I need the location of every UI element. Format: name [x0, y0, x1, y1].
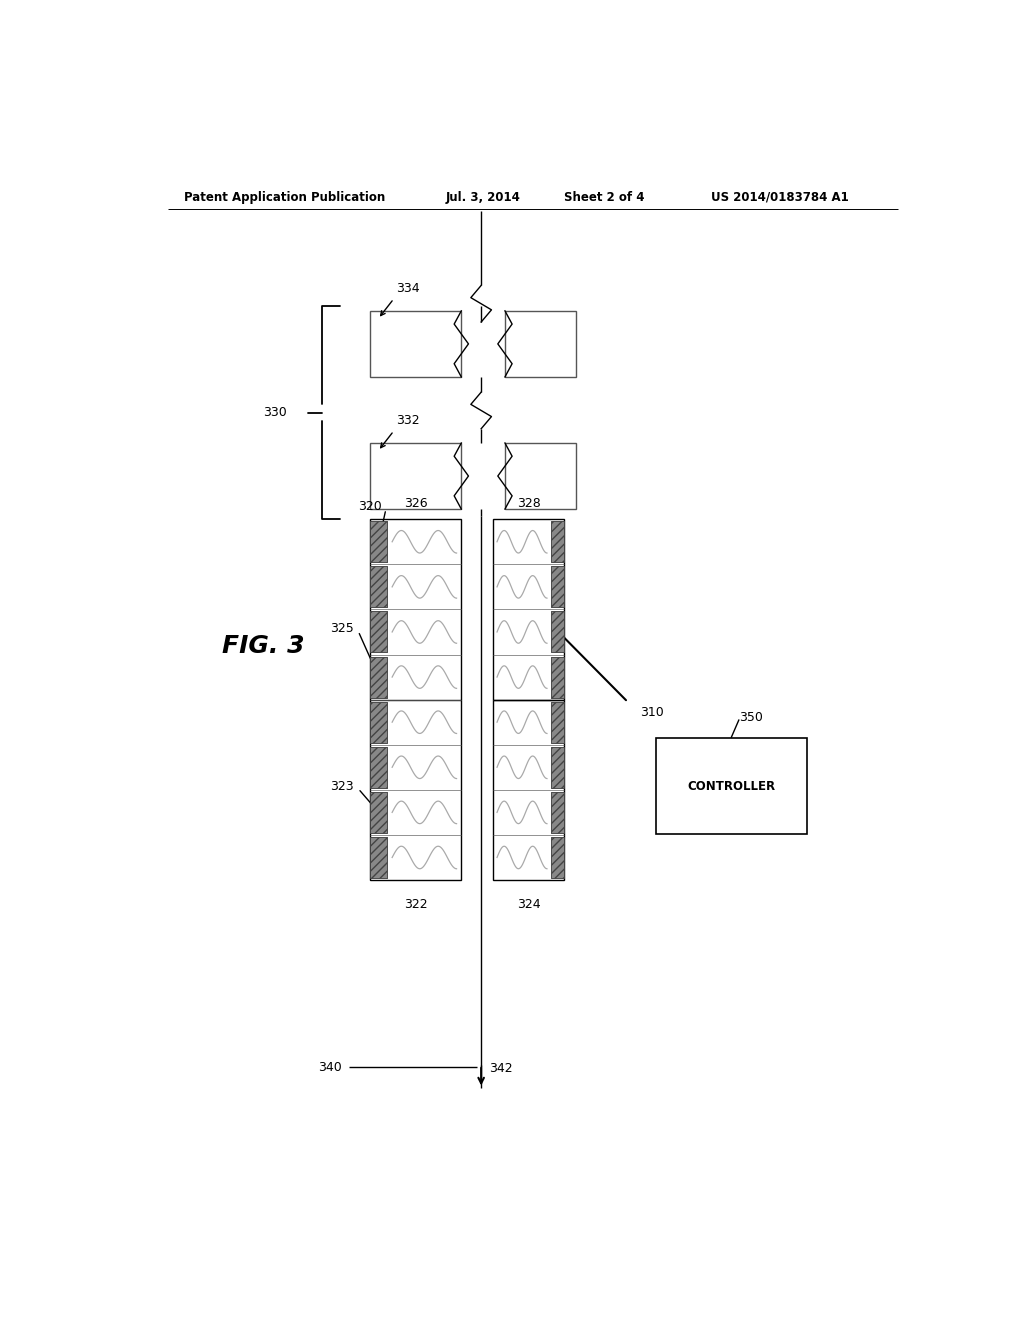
Text: 334: 334: [396, 281, 420, 294]
Bar: [551, 702, 564, 743]
Bar: [551, 837, 564, 878]
Bar: [370, 519, 461, 880]
Bar: [370, 837, 387, 878]
Bar: [505, 312, 577, 378]
Bar: [370, 837, 387, 878]
Text: 330: 330: [263, 407, 287, 418]
Bar: [551, 521, 564, 562]
Text: CONTROLLER: CONTROLLER: [687, 780, 775, 792]
Bar: [551, 521, 564, 562]
Bar: [370, 521, 387, 562]
Text: 326: 326: [403, 498, 427, 511]
Bar: [370, 566, 387, 607]
Bar: [551, 656, 564, 697]
Bar: [551, 566, 564, 607]
Bar: [494, 519, 564, 880]
Text: Patent Application Publication: Patent Application Publication: [183, 190, 385, 203]
Text: 332: 332: [396, 413, 420, 426]
Text: 323: 323: [331, 780, 354, 793]
Bar: [551, 611, 564, 652]
Bar: [370, 747, 387, 788]
Bar: [370, 312, 461, 378]
Text: 320: 320: [358, 499, 382, 512]
Text: 322: 322: [403, 899, 427, 911]
Bar: [551, 656, 564, 697]
Text: 324: 324: [517, 899, 541, 911]
Text: 342: 342: [489, 1061, 513, 1074]
Bar: [370, 656, 387, 697]
Bar: [370, 521, 387, 562]
Bar: [551, 747, 564, 788]
Bar: [551, 702, 564, 743]
Bar: [551, 611, 564, 652]
Bar: [370, 566, 387, 607]
Text: 350: 350: [739, 711, 763, 723]
Bar: [370, 702, 387, 743]
Bar: [370, 792, 387, 833]
Bar: [370, 611, 387, 652]
Bar: [551, 837, 564, 878]
Text: 328: 328: [517, 498, 541, 511]
Text: 340: 340: [318, 1060, 342, 1073]
Bar: [551, 792, 564, 833]
Bar: [370, 656, 387, 697]
Text: 310: 310: [640, 706, 664, 719]
Bar: [505, 444, 577, 510]
Bar: [655, 738, 807, 834]
Bar: [370, 747, 387, 788]
Text: Jul. 3, 2014: Jul. 3, 2014: [445, 190, 520, 203]
Text: 325: 325: [331, 623, 354, 635]
Text: FIG. 3: FIG. 3: [221, 635, 304, 659]
Bar: [370, 702, 387, 743]
Bar: [370, 444, 461, 510]
Bar: [551, 792, 564, 833]
Text: Sheet 2 of 4: Sheet 2 of 4: [564, 190, 645, 203]
Text: US 2014/0183784 A1: US 2014/0183784 A1: [712, 190, 849, 203]
Bar: [551, 566, 564, 607]
Bar: [551, 747, 564, 788]
Bar: [370, 611, 387, 652]
Bar: [370, 792, 387, 833]
